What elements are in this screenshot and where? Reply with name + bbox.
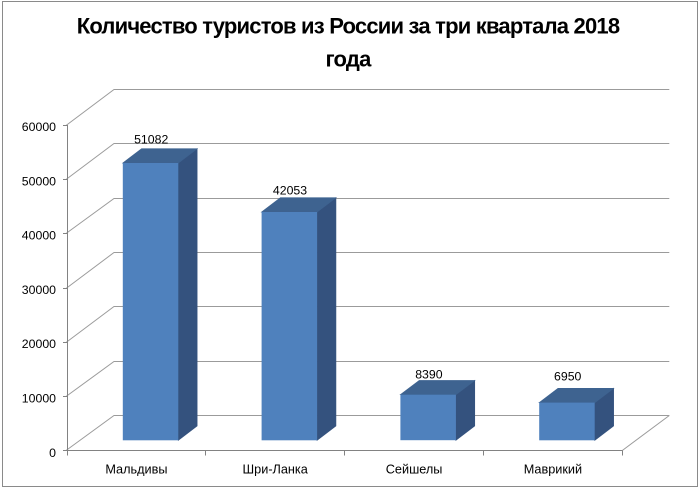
svg-text:6950: 6950 xyxy=(554,369,582,383)
svg-text:10000: 10000 xyxy=(22,392,56,406)
svg-text:40000: 40000 xyxy=(22,229,56,243)
svg-text:Шри-Ланка: Шри-Ланка xyxy=(243,463,309,477)
svg-text:года: года xyxy=(325,46,372,71)
svg-text:50000: 50000 xyxy=(22,174,56,188)
svg-text:Мальдивы: Мальдивы xyxy=(105,463,167,477)
svg-text:60000: 60000 xyxy=(22,120,56,134)
svg-text:8390: 8390 xyxy=(415,367,443,381)
svg-text:30000: 30000 xyxy=(22,283,56,297)
svg-text:42053: 42053 xyxy=(273,183,307,197)
svg-text:51082: 51082 xyxy=(134,132,168,146)
svg-text:0: 0 xyxy=(49,446,56,460)
svg-text:20000: 20000 xyxy=(22,337,56,351)
svg-text:Маврикий: Маврикий xyxy=(524,463,582,477)
svg-text:Количество туристов из России: Количество туристов из России за три ква… xyxy=(77,14,620,39)
svg-text:Сейшелы: Сейшелы xyxy=(386,463,443,477)
